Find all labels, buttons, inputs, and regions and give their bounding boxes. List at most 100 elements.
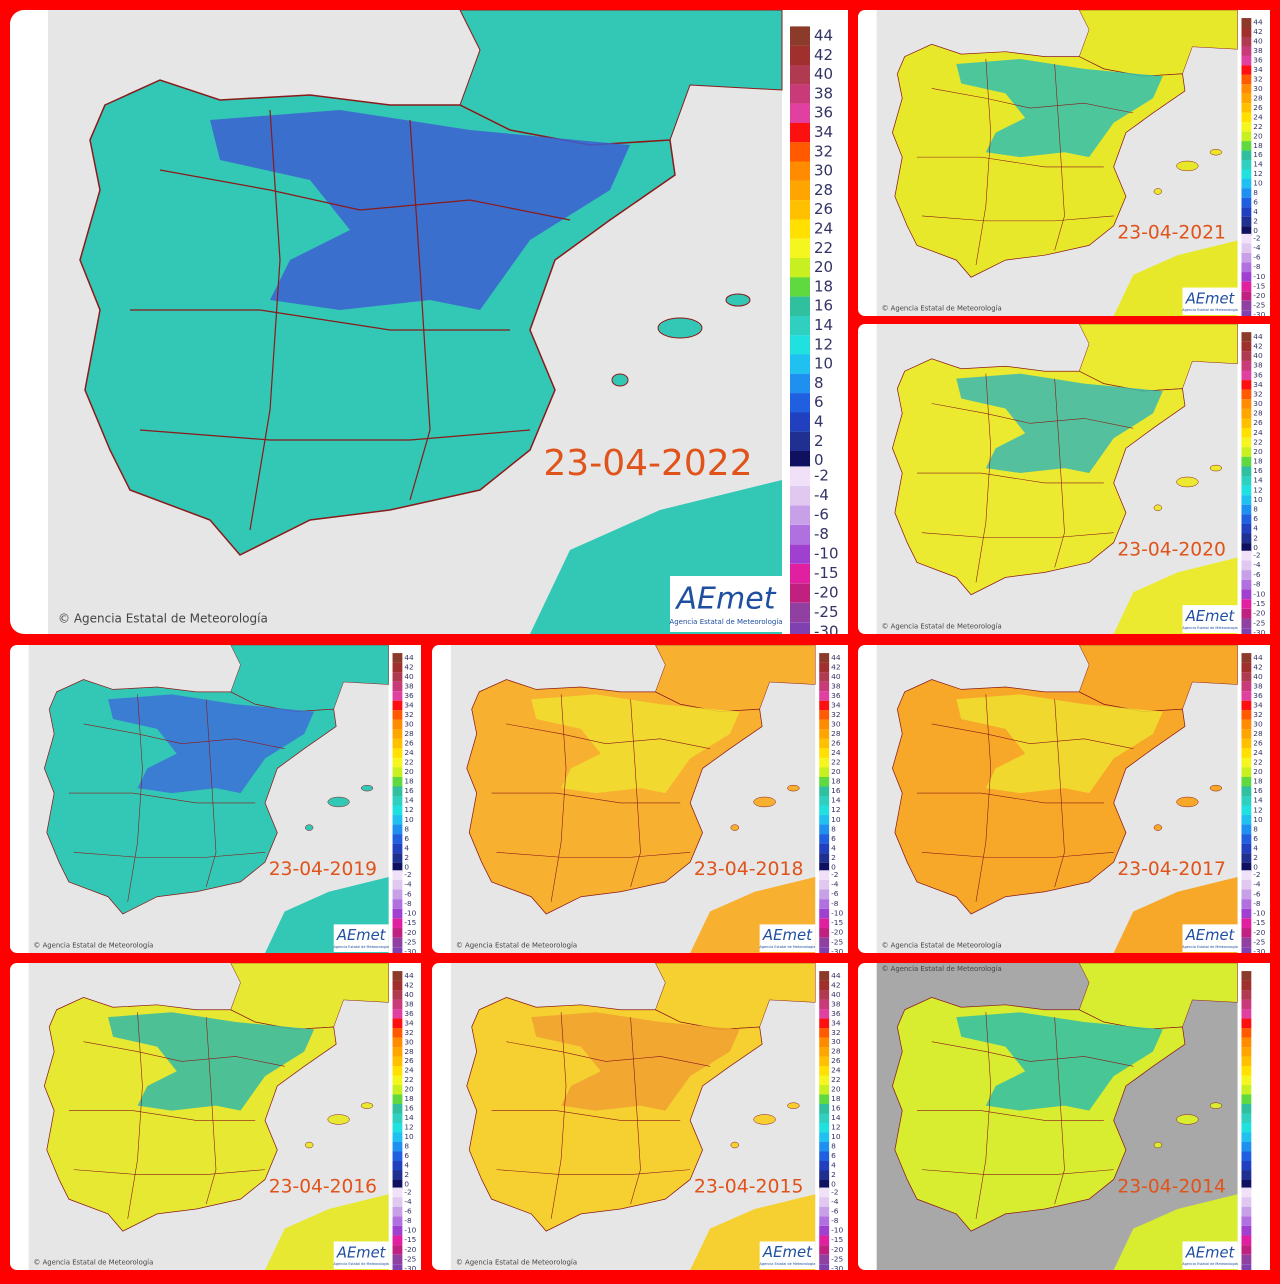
colorbar-label: -25 bbox=[831, 937, 843, 946]
colorbar-label: 10 bbox=[404, 1132, 414, 1141]
colorbar-label: 20 bbox=[1253, 447, 1263, 456]
province-border bbox=[630, 699, 641, 887]
date-label: 23-04-2020 bbox=[1117, 539, 1225, 560]
colorbar-label: 32 bbox=[831, 710, 840, 719]
logo-box bbox=[759, 1241, 816, 1270]
colorbar-swatch bbox=[1241, 456, 1252, 467]
colorbar-label: 40 bbox=[1253, 672, 1263, 681]
colorbar-label: -10 bbox=[831, 909, 843, 918]
province-border bbox=[921, 1169, 1114, 1175]
province-border bbox=[68, 1110, 256, 1121]
colorbar-swatch bbox=[1241, 550, 1252, 561]
colorbar-label: 12 bbox=[1253, 805, 1262, 814]
colorbar-swatch bbox=[392, 928, 403, 938]
temperature-area bbox=[531, 1012, 740, 1111]
colorbar-swatch bbox=[1241, 1028, 1252, 1038]
colorbar-swatch bbox=[819, 1170, 830, 1181]
colorbar-label: 4 bbox=[814, 413, 824, 431]
colorbar-label: 0 bbox=[831, 1180, 836, 1189]
colorbar-swatch bbox=[392, 767, 403, 777]
colorbar-label: 16 bbox=[404, 1104, 414, 1113]
colorbar-swatch bbox=[819, 1085, 830, 1095]
colorbar-label: 34 bbox=[814, 123, 833, 141]
colorbar-swatch bbox=[819, 879, 830, 890]
colorbar-label: -8 bbox=[831, 1216, 839, 1225]
colorbar-swatch bbox=[1241, 843, 1252, 854]
copyright: © Agencia Estatal de Meteorología bbox=[882, 623, 1002, 631]
logo-name: AEmet bbox=[762, 926, 813, 944]
colorbar-label: 34 bbox=[831, 700, 841, 709]
colorbar-swatch bbox=[1241, 1254, 1252, 1265]
colorbar-label: -25 bbox=[814, 603, 839, 621]
island bbox=[360, 784, 374, 792]
colorbar-label: -8 bbox=[404, 899, 412, 908]
colorbar-label: 22 bbox=[831, 1075, 840, 1084]
colorbar-swatch bbox=[1241, 1264, 1252, 1270]
date-label: 23-04-2017 bbox=[1117, 859, 1225, 880]
map-panel: 4442403836343230282624222018161412108642… bbox=[432, 963, 848, 1270]
colorbar-swatch bbox=[1241, 1170, 1252, 1181]
colorbar-label: 8 bbox=[831, 824, 836, 833]
colorbar-label: -6 bbox=[404, 889, 412, 898]
colorbar-label: 20 bbox=[814, 258, 833, 276]
colorbar-swatch bbox=[392, 672, 403, 682]
colorbar-swatch bbox=[1241, 795, 1252, 806]
colorbar-swatch bbox=[1241, 824, 1252, 835]
colorbar-label: 0 bbox=[404, 1180, 409, 1189]
colorbar-swatch bbox=[1241, 1132, 1252, 1143]
colorbar-label: 14 bbox=[404, 796, 414, 805]
map-panel: 4442403836343230282624222018161412108642… bbox=[858, 324, 1270, 634]
colorbar-swatch bbox=[819, 757, 830, 768]
colorbar-label: -25 bbox=[1253, 300, 1265, 309]
colorbar-label: 30 bbox=[814, 162, 833, 180]
colorbar-label: 34 bbox=[1253, 65, 1263, 74]
colorbar-swatch bbox=[1241, 681, 1252, 692]
temperature-area bbox=[956, 59, 1163, 158]
colorbar-label: 18 bbox=[831, 777, 841, 786]
province-border bbox=[550, 1012, 567, 1219]
colorbar-label: -10 bbox=[404, 908, 416, 917]
colorbar-label: 2 bbox=[1253, 533, 1258, 542]
colorbar-label: 22 bbox=[831, 758, 840, 767]
colorbar-label: -6 bbox=[1253, 570, 1261, 579]
colorbar-swatch bbox=[819, 853, 830, 863]
logo-box bbox=[1182, 287, 1238, 316]
colorbar-swatch bbox=[819, 653, 830, 663]
colorbar-label: 10 bbox=[1253, 815, 1263, 824]
colorbar-label: 20 bbox=[831, 1085, 841, 1094]
colorbar-swatch bbox=[1241, 947, 1252, 953]
province-border bbox=[127, 694, 143, 902]
map bbox=[892, 645, 1238, 953]
colorbar-swatch bbox=[1241, 84, 1252, 94]
colorbar-label: 6 bbox=[831, 1151, 836, 1160]
colorbar-label: -4 bbox=[831, 880, 839, 889]
colorbar-swatch bbox=[1241, 628, 1252, 634]
colorbar-swatch bbox=[1241, 908, 1252, 919]
island bbox=[1153, 188, 1163, 195]
colorbar-label: 26 bbox=[1253, 103, 1263, 112]
logo-name: AEmet bbox=[1185, 927, 1236, 944]
colorbar-swatch bbox=[392, 1179, 403, 1190]
colorbar-swatch bbox=[1241, 103, 1252, 113]
colorbar-swatch bbox=[790, 219, 810, 239]
colorbar-swatch bbox=[1241, 370, 1252, 381]
island bbox=[1209, 1102, 1223, 1109]
colorbar-label: 28 bbox=[1253, 93, 1263, 102]
colorbar-swatch bbox=[1241, 1197, 1252, 1207]
island bbox=[327, 1114, 350, 1125]
colorbar-swatch bbox=[1241, 1104, 1252, 1114]
colorbar-label: 38 bbox=[814, 84, 833, 102]
colorbar-swatch bbox=[392, 1187, 403, 1198]
island bbox=[753, 796, 776, 808]
colorbar-label: -2 bbox=[404, 1187, 411, 1196]
colorbar-swatch bbox=[1241, 999, 1252, 1010]
date-label: 23-04-2015 bbox=[694, 1176, 804, 1197]
colorbar-label: 20 bbox=[1253, 767, 1263, 776]
colorbar-label: -20 bbox=[1253, 291, 1265, 300]
colorbar-swatch bbox=[819, 908, 830, 919]
colorbar-label: 24 bbox=[1253, 428, 1263, 437]
colorbar-swatch bbox=[819, 1018, 830, 1029]
colorbar-label: 4 bbox=[404, 843, 409, 852]
colorbar-label: 22 bbox=[814, 239, 833, 257]
map bbox=[892, 324, 1238, 634]
